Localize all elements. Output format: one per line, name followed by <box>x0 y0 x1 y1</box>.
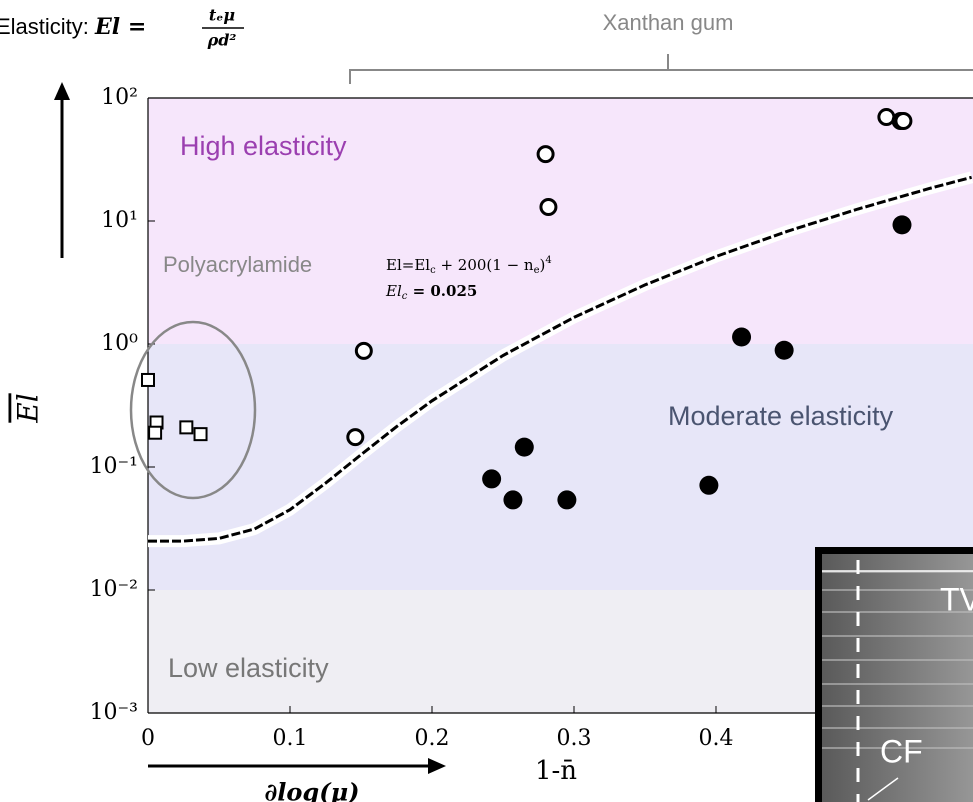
x-tick-label: 0 <box>141 726 155 751</box>
x-axis-title: 1-n̄ <box>535 756 577 786</box>
x-tick-label: 0.2 <box>414 726 449 751</box>
point <box>894 112 913 131</box>
point <box>774 340 794 360</box>
inset-label: CF <box>880 733 923 769</box>
y-tick-label: 10⁰ <box>101 331 138 356</box>
curve-label-part: ) <box>540 256 546 274</box>
curve-label-part: = 0.025 <box>407 282 477 300</box>
formula-lhs: El = <box>94 14 146 40</box>
point <box>482 469 502 489</box>
x-tick-label: 0.1 <box>272 726 307 751</box>
y-tick-label: 10² <box>101 85 138 110</box>
xanthan-label: Xanthan gum <box>603 10 734 35</box>
polyacrylamide-label: Polyacrylamide <box>163 252 312 277</box>
y-tick-label: 10⁻¹ <box>90 454 138 479</box>
curve-label-part: c <box>430 265 436 276</box>
region-label: Low elasticity <box>168 653 329 683</box>
point <box>141 372 155 387</box>
point <box>539 197 558 216</box>
y-tick-label: 10⁻² <box>90 577 138 602</box>
y-tick-label: 10¹ <box>101 208 138 233</box>
curve-label-part: + 200(1 − n <box>436 256 534 274</box>
point <box>148 425 163 440</box>
formula: Elasticity: El = <box>0 14 146 40</box>
inset-stripes <box>822 571 973 749</box>
point <box>877 108 896 127</box>
point <box>892 215 912 235</box>
curve <box>148 175 972 543</box>
point <box>354 341 373 360</box>
inset-label: TVF <box>940 581 973 617</box>
formula-numerator: tₑμ <box>209 6 236 25</box>
curve-label-part: c <box>402 291 408 302</box>
formula-prefix: Elasticity: <box>0 14 95 39</box>
x-tick-label: 0.3 <box>556 726 591 751</box>
curve-label-part: 4 <box>545 255 551 266</box>
inset: TVF CF <box>815 547 973 802</box>
point <box>193 427 208 442</box>
bracket <box>349 54 973 84</box>
arrow-head <box>428 758 446 774</box>
curve-label-part: El <box>385 282 402 300</box>
y-tick-label: 10⁻³ <box>90 700 138 725</box>
region-label: Moderate elasticity <box>668 401 894 431</box>
region-label: High elasticity <box>180 131 347 161</box>
curve-label: El=Elc + 200(1 − ne)4 <box>386 255 552 276</box>
curve-label-part: El=El <box>386 256 430 274</box>
point <box>346 428 365 447</box>
arrow-label: ∂log(μ) <box>264 778 359 802</box>
point <box>699 475 719 495</box>
curve-label-part: e <box>534 265 540 276</box>
point <box>503 490 523 510</box>
point <box>732 327 752 347</box>
group-ellipse <box>129 320 257 500</box>
point <box>514 437 534 457</box>
x-tick-label: 0.4 <box>698 726 733 751</box>
formula-denominator: ρd² <box>207 31 237 50</box>
y-axis-title: El <box>12 393 45 423</box>
point <box>179 420 194 435</box>
arrow-head <box>54 82 70 100</box>
inset-pointer <box>867 777 899 801</box>
inset-image <box>822 554 973 802</box>
curve-label: Elc = 0.025 <box>385 282 477 302</box>
point <box>536 145 555 164</box>
point <box>557 490 577 510</box>
